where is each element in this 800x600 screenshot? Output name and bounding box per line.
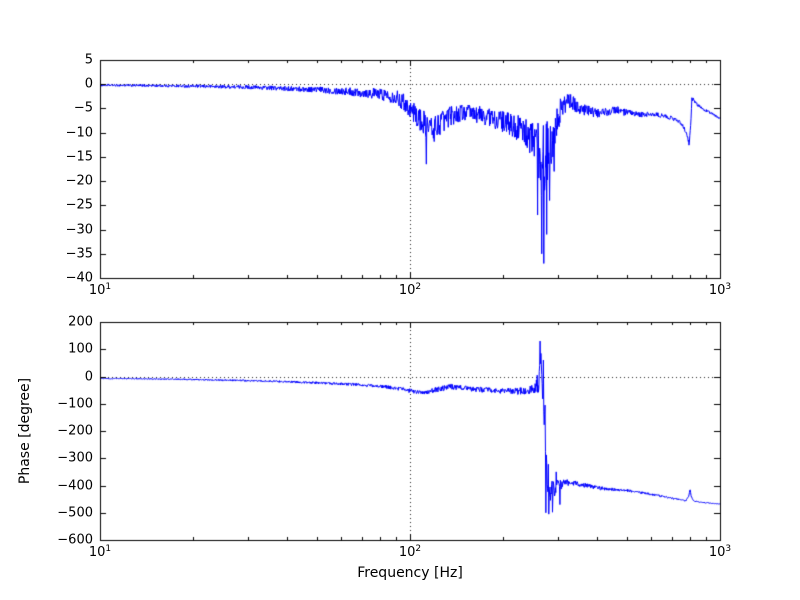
phase-y-axis-label: Phase [degree] — [17, 377, 33, 485]
frequency-x-axis-label: Frequency [Hz] — [357, 565, 463, 581]
